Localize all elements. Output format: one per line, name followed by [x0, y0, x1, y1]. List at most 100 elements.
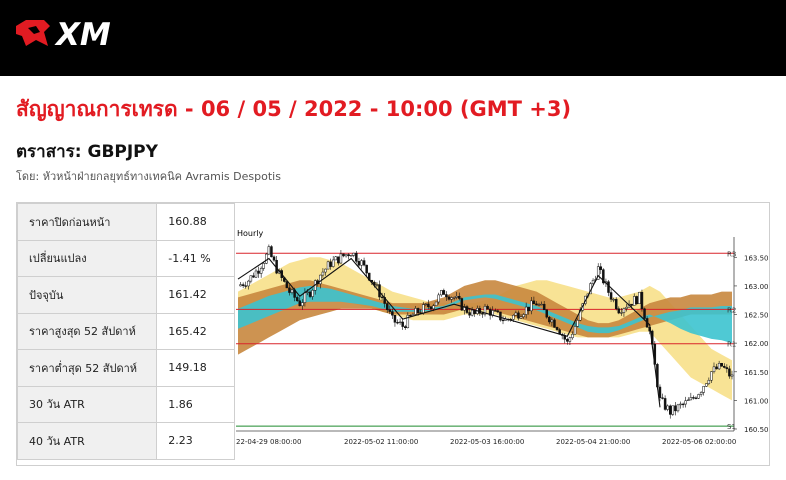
candle-body	[455, 295, 458, 298]
candle-body	[679, 403, 682, 406]
x-tick-label: 2022-05-06 02:00:00	[662, 438, 736, 446]
candle-body	[663, 398, 667, 410]
candle-body	[720, 363, 723, 367]
candle-body	[635, 296, 639, 305]
candle-body	[725, 367, 729, 370]
candle-body	[334, 256, 338, 261]
candles	[239, 244, 734, 419]
y-tick-label: 163.50	[744, 254, 769, 262]
candle-body	[494, 310, 497, 312]
candle-body	[530, 300, 533, 312]
candle-body	[398, 321, 402, 324]
candle-body	[607, 281, 610, 293]
table-row: เปลี่ยนแปลง -1.41 %	[16, 239, 235, 277]
candle-body	[522, 314, 525, 318]
candle-body	[303, 292, 307, 303]
candle-body	[306, 291, 309, 294]
candle-body	[573, 326, 577, 335]
candle-body	[625, 306, 628, 309]
candle-body	[403, 326, 407, 328]
y-tick-label: 161.50	[744, 369, 769, 377]
candle-body	[576, 320, 579, 327]
y-tick-label: 162.00	[744, 340, 769, 348]
candle-body	[681, 403, 685, 406]
candle-body	[692, 397, 695, 399]
stat-value: 161.42	[156, 276, 235, 314]
y-tick-label: 163.00	[744, 283, 769, 291]
candle-body	[501, 319, 505, 322]
candle-body	[458, 295, 461, 299]
stat-value: 165.42	[156, 312, 235, 350]
stat-label: เปลี่ยนแปลง	[16, 239, 158, 277]
cloud-bands	[238, 257, 732, 401]
candle-body	[326, 261, 330, 270]
hourly-price-chart: Hourly R3 R2 R1 S1 163.50 163.00 162.50 162.00…	[236, 203, 769, 465]
candle-body	[393, 314, 397, 323]
table-row: ราคาสูงสุด 52 สัปดาห์ 165.42	[16, 312, 235, 350]
candle-body	[599, 266, 603, 270]
candle-body	[416, 308, 420, 314]
stat-label: ราคาสูงสุด 52 สัปดาห์	[16, 312, 158, 350]
candle-body	[272, 256, 276, 261]
candle-body	[452, 297, 456, 299]
candle-body	[445, 294, 448, 298]
candle-body	[267, 246, 271, 255]
candle-body	[717, 363, 721, 370]
instrument-label: ตราสาร: GBPJPY	[16, 142, 158, 162]
candle-body	[324, 268, 327, 273]
candle-body	[331, 259, 335, 267]
candle-body	[712, 366, 716, 372]
candle-body	[262, 263, 265, 269]
candle-body	[432, 305, 435, 310]
candle-body	[409, 314, 412, 317]
site-header: XM	[0, 0, 786, 76]
x-tick-label: 2022-05-04 21:00:00	[556, 438, 630, 446]
candle-body	[602, 269, 605, 284]
candle-body	[362, 260, 366, 266]
candle-body	[321, 271, 325, 276]
candle-body	[674, 405, 677, 412]
candle-body	[488, 308, 492, 316]
candle-body	[301, 302, 304, 307]
stats-table: ราคาปิดก่อนหน้า 160.88 เปลี่ยนแปลง -1.41 %…	[16, 203, 235, 460]
candle-body	[265, 253, 268, 264]
table-row: ปัจจุบัน 161.42	[16, 276, 235, 314]
candle-body	[450, 297, 453, 300]
axes: 163.50 163.00 162.50 162.00 161.50 161.00 160.…	[236, 237, 769, 446]
candle-body	[689, 397, 693, 401]
candle-body	[632, 296, 636, 306]
candle-body	[344, 254, 348, 257]
candle-body	[617, 308, 621, 314]
candle-body	[553, 319, 556, 328]
candle-body	[658, 386, 662, 398]
candle-body	[481, 313, 484, 315]
candle-body	[401, 321, 404, 327]
stat-label: ราคาต่ำสุด 52 สัปดาห์	[16, 349, 158, 387]
candle-body	[702, 386, 705, 393]
candle-body	[463, 306, 466, 311]
candle-body	[422, 304, 425, 314]
candle-body	[542, 303, 546, 311]
candle-body	[730, 374, 734, 377]
candle-body	[391, 311, 394, 316]
xm-logo[interactable]: XM	[14, 16, 134, 52]
candle-body	[288, 287, 291, 293]
logo-text: XM	[54, 17, 111, 52]
candle-body	[365, 264, 368, 274]
candle-body	[715, 366, 718, 370]
candle-body	[308, 291, 312, 297]
cloud-band-teal	[238, 285, 732, 344]
candle-body	[596, 266, 600, 280]
candle-body	[406, 314, 410, 328]
candle-body	[349, 255, 353, 257]
candle-body	[514, 312, 518, 316]
zigzag-line	[237, 257, 661, 408]
candle-body	[661, 397, 664, 399]
candle-body	[684, 400, 687, 405]
candle-body	[687, 399, 690, 401]
candle-body	[252, 275, 255, 278]
candle-body	[630, 303, 633, 306]
candle-body	[465, 306, 469, 313]
candle-body	[710, 371, 713, 381]
candle-body	[517, 312, 520, 319]
